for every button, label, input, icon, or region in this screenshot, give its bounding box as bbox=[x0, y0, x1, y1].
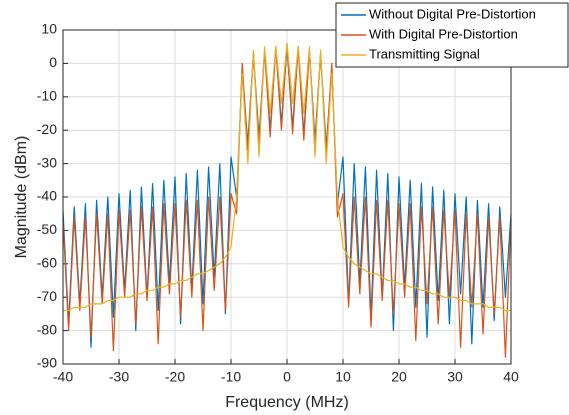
x-tick-label: -30 bbox=[109, 369, 129, 385]
x-tick-label: 20 bbox=[391, 369, 407, 385]
x-tick-label: 0 bbox=[283, 369, 291, 385]
y-tick-label: 10 bbox=[41, 21, 57, 37]
y-tick-label: -10 bbox=[37, 88, 57, 104]
y-tick-label: -40 bbox=[37, 188, 57, 204]
legend-box bbox=[335, 2, 569, 68]
y-tick-label: -60 bbox=[37, 255, 57, 271]
legend-label: With Digital Pre-Distortion bbox=[369, 26, 518, 41]
legend-label: Without Digital Pre-Distortion bbox=[369, 6, 536, 21]
x-tick-label: -40 bbox=[53, 369, 73, 385]
y-tick-label: -70 bbox=[37, 288, 57, 304]
x-tick-label: 10 bbox=[335, 369, 351, 385]
x-tick-label: 30 bbox=[447, 369, 463, 385]
x-tick-label: 40 bbox=[503, 369, 519, 385]
y-axis-label: Magnitude (dBm) bbox=[13, 136, 30, 259]
x-tick-label: -20 bbox=[165, 369, 185, 385]
x-tick-label: -10 bbox=[221, 369, 241, 385]
y-tick-label: -20 bbox=[37, 121, 57, 137]
x-axis-label: Frequency (MHz) bbox=[225, 394, 349, 411]
y-tick-label: -30 bbox=[37, 154, 57, 170]
y-tick-label: -90 bbox=[37, 355, 57, 371]
y-tick-label: 0 bbox=[49, 54, 57, 70]
y-tick-label: -50 bbox=[37, 221, 57, 237]
legend-label: Transmitting Signal bbox=[369, 46, 480, 61]
series-line bbox=[63, 42, 511, 312]
y-tick-label: -80 bbox=[37, 321, 57, 337]
axes-box bbox=[62, 29, 512, 365]
